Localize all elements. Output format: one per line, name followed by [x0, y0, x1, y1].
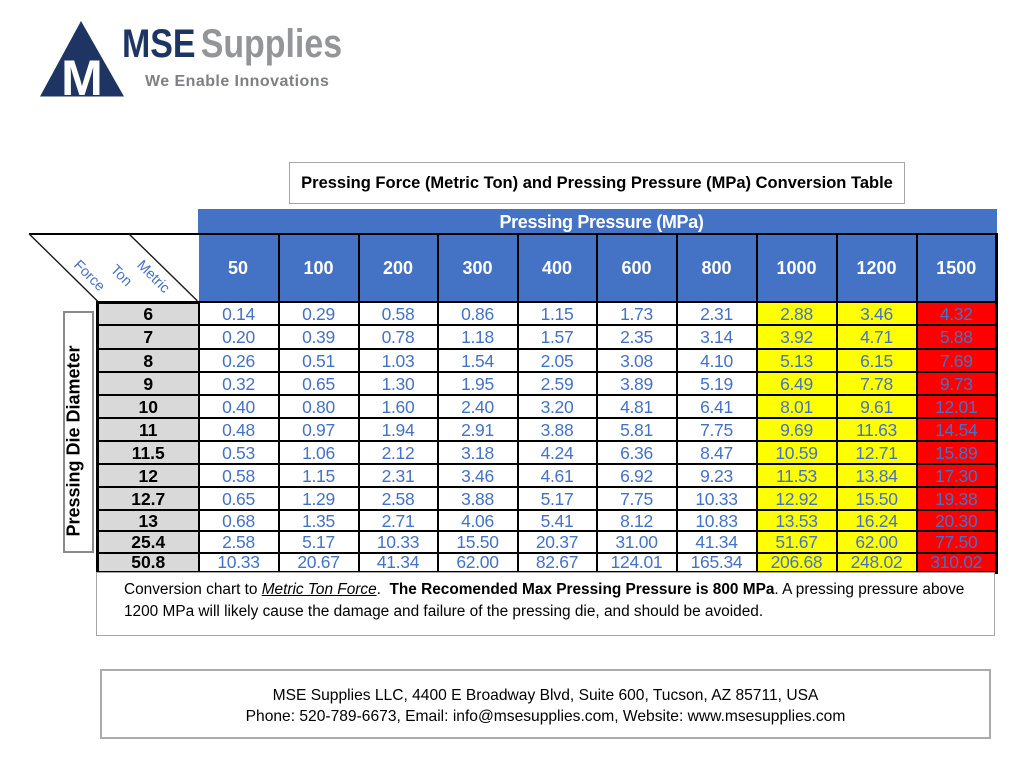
svg-text:M: M [61, 50, 103, 99]
